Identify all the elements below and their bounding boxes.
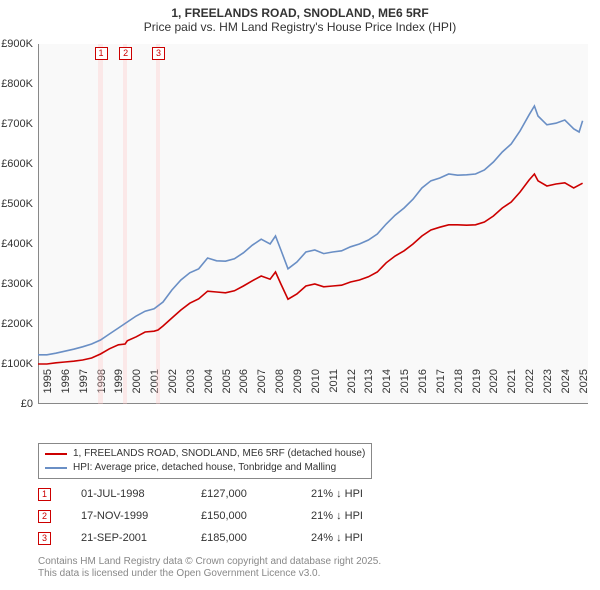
attribution: Contains HM Land Registry data © Crown c…	[38, 556, 381, 580]
sale-date: 21-SEP-2001	[81, 532, 171, 544]
y-tick-label: £400K	[0, 238, 33, 250]
attribution-line: Contains HM Land Registry data © Crown c…	[38, 556, 381, 568]
sale-diff: 21% ↓ HPI	[311, 510, 401, 522]
y-tick-label: £300K	[0, 278, 33, 290]
legend: 1, FREELANDS ROAD, SNODLAND, ME6 5RF (de…	[38, 443, 372, 479]
legend-swatch	[45, 453, 67, 455]
legend-swatch	[45, 467, 67, 469]
chart-title-block: 1, FREELANDS ROAD, SNODLAND, ME6 5RF Pri…	[0, 0, 600, 34]
sale-row: 1 01-JUL-1998 £127,000 21% ↓ HPI	[38, 483, 401, 505]
legend-item: HPI: Average price, detached house, Tonb…	[45, 461, 365, 475]
attribution-line: This data is licensed under the Open Gov…	[38, 568, 381, 580]
y-tick-label: £0	[0, 398, 33, 410]
sale-price: £150,000	[201, 510, 281, 522]
sale-diff: 24% ↓ HPI	[311, 532, 401, 544]
legend-label: HPI: Average price, detached house, Tonb…	[73, 461, 336, 475]
title-line-1: 1, FREELANDS ROAD, SNODLAND, ME6 5RF	[0, 6, 600, 20]
sale-marker: 3	[38, 532, 51, 545]
legend-item: 1, FREELANDS ROAD, SNODLAND, ME6 5RF (de…	[45, 447, 365, 461]
sale-date: 01-JUL-1998	[81, 488, 171, 500]
y-tick-label: £800K	[0, 78, 33, 90]
chart-area: £0£100K£200K£300K£400K£500K£600K£700K£80…	[38, 44, 588, 404]
sale-row: 2 17-NOV-1999 £150,000 21% ↓ HPI	[38, 505, 401, 527]
hpi-line	[38, 106, 583, 355]
legend-label: 1, FREELANDS ROAD, SNODLAND, ME6 5RF (de…	[73, 447, 365, 461]
price-line	[38, 174, 583, 364]
sale-price: £127,000	[201, 488, 281, 500]
y-tick-label: £600K	[0, 158, 33, 170]
chart-lines-svg	[38, 44, 588, 404]
sale-diff: 21% ↓ HPI	[311, 488, 401, 500]
sale-marker: 2	[38, 510, 51, 523]
sale-price: £185,000	[201, 532, 281, 544]
y-tick-label: £700K	[0, 118, 33, 130]
sale-row: 3 21-SEP-2001 £185,000 24% ↓ HPI	[38, 527, 401, 549]
sale-marker: 1	[38, 488, 51, 501]
y-tick-label: £900K	[0, 38, 33, 50]
sales-table: 1 01-JUL-1998 £127,000 21% ↓ HPI 2 17-NOV-199…	[38, 483, 401, 549]
title-line-2: Price paid vs. HM Land Registry's House …	[0, 20, 600, 34]
y-tick-label: £500K	[0, 198, 33, 210]
y-tick-label: £100K	[0, 358, 33, 370]
y-tick-label: £200K	[0, 318, 33, 330]
sale-date: 17-NOV-1999	[81, 510, 171, 522]
